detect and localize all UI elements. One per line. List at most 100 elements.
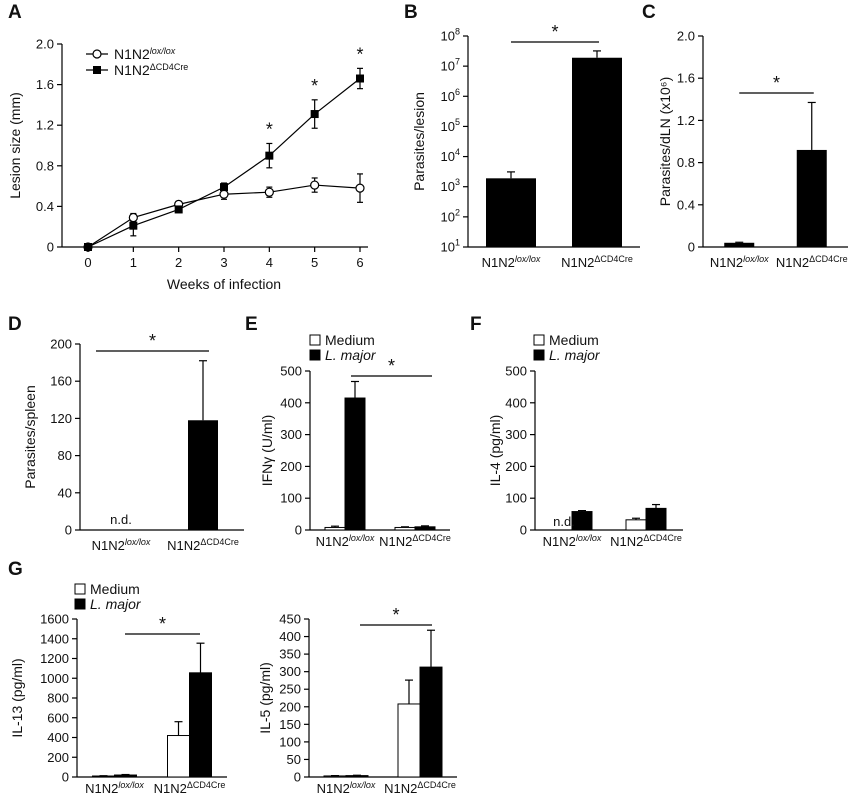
panel-a-x-tick-label: 5 bbox=[311, 255, 318, 270]
panel-c-bar bbox=[724, 242, 755, 247]
panel-e-y-tick-label: 0 bbox=[295, 523, 302, 538]
panel-d-y-tick-label: 120 bbox=[50, 411, 72, 426]
panel-f-y-label: IL-4 (pg/ml) bbox=[487, 415, 503, 487]
panel-c-category-label: N1N2lox/lox bbox=[710, 254, 769, 270]
panel-g1-y-tick-label: 1200 bbox=[40, 651, 69, 666]
panel-b-y-tick-label: 103 bbox=[441, 177, 460, 194]
panel-e-category-label: N1N2ΔCD4Cre bbox=[379, 533, 451, 549]
panel-g2-y-label: IL-5 (pg/ml) bbox=[257, 662, 273, 734]
panel-e-bar bbox=[324, 526, 346, 531]
panel-a-point-circle bbox=[310, 180, 320, 190]
panel-g2-y-tick-label: 200 bbox=[279, 699, 301, 714]
panel-a-y-tick-label: 1.2 bbox=[36, 118, 54, 133]
panel-f-bar bbox=[645, 507, 667, 531]
panel-e-y-tick-label: 400 bbox=[280, 395, 302, 410]
panel-e-y-tick-label: 500 bbox=[280, 364, 302, 379]
panel-g1-y-tick-label: 600 bbox=[47, 710, 69, 725]
panel-g2-y-tick-label: 400 bbox=[279, 629, 301, 644]
panel-e-y-label: IFNγ (U/ml) bbox=[259, 415, 275, 487]
panel-e-y-tick-label: 100 bbox=[280, 491, 302, 506]
panel-a-legend-marker bbox=[93, 66, 101, 74]
panel-c-y-tick-label: 0.8 bbox=[677, 155, 695, 170]
panel-g2-category-label: N1N2lox/lox bbox=[317, 780, 376, 796]
panel-g2-bar bbox=[419, 666, 443, 778]
panel-g1-bar bbox=[189, 672, 212, 778]
panel-a-point-square bbox=[310, 110, 319, 119]
panel-f-nd-label: n.d. bbox=[553, 514, 575, 529]
panel-f-legend-label: Medium bbox=[549, 332, 599, 348]
panel-d-y-label: Parasites/spleen bbox=[22, 385, 38, 489]
panel-e-bar bbox=[414, 526, 436, 531]
panel-a-point-circle bbox=[219, 189, 229, 199]
panel-g2-category-label: N1N2ΔCD4Cre bbox=[384, 780, 456, 796]
panel-a-y-tick-label: 0.8 bbox=[36, 158, 54, 173]
panel-a-point-square bbox=[84, 243, 92, 251]
panel-g1-significance-star: * bbox=[159, 614, 166, 634]
panel-g1-y-tick-label: 200 bbox=[47, 750, 69, 765]
panel-c-bar bbox=[796, 149, 827, 247]
panel-f-y-tick-label: 300 bbox=[505, 427, 527, 442]
panel-c-y-tick-label: 0.4 bbox=[677, 197, 695, 212]
panel-a-x-tick-label: 4 bbox=[266, 255, 273, 270]
panel-a-point-circle bbox=[264, 187, 274, 197]
panel-g1-y-tick-label: 0 bbox=[62, 770, 69, 785]
panel-g1-panel-letter: G bbox=[8, 559, 23, 580]
panel-a-point-square bbox=[220, 183, 228, 192]
panel-a-x-label: Weeks of infection bbox=[167, 276, 281, 292]
panel-a-y-label: Lesion size (mm) bbox=[7, 92, 23, 199]
panel-c-category-label: N1N2ΔCD4Cre bbox=[776, 254, 848, 270]
panel-f-legend-label: L. major bbox=[549, 347, 601, 363]
panel-f-y-tick-label: 100 bbox=[505, 491, 527, 506]
panel-c-y-tick-label: 2.0 bbox=[677, 29, 695, 44]
panel-d-y-tick-label: 80 bbox=[58, 448, 72, 463]
panel-b-y-tick-label: 107 bbox=[441, 57, 460, 74]
panel-d-y-tick-label: 200 bbox=[50, 337, 72, 352]
panel-g2-y-tick-label: 150 bbox=[279, 717, 301, 732]
panel-b-y-tick-label: 102 bbox=[441, 207, 460, 224]
panel-a-legend-label: N1N2lox/lox bbox=[114, 46, 176, 62]
panel-b-significance-star: * bbox=[551, 22, 558, 42]
panel-d-panel-letter: D bbox=[8, 314, 22, 335]
panel-g2-y-tick-label: 350 bbox=[279, 647, 301, 662]
panel-e-legend-label: Medium bbox=[325, 332, 375, 348]
panel-e-bar bbox=[394, 526, 416, 531]
panel-b-y-tick-label: 104 bbox=[441, 147, 460, 164]
panel-g2-significance-star: * bbox=[392, 605, 399, 625]
panel-a-legend-marker bbox=[92, 49, 102, 59]
panel-e-y-tick-label: 200 bbox=[280, 459, 302, 474]
panel-g1-bar bbox=[114, 774, 137, 778]
panel-b-y-label: Parasites/lesion bbox=[411, 92, 427, 191]
panel-e-legend-swatch bbox=[309, 349, 321, 361]
panel-d-category-label: N1N2ΔCD4Cre bbox=[167, 537, 239, 553]
panel-g1-y-tick-label: 1600 bbox=[40, 612, 69, 627]
panel-g1-legend-swatch bbox=[74, 598, 86, 610]
panel-b-panel-letter: B bbox=[404, 2, 418, 23]
panel-a-y-tick-label: 0 bbox=[47, 240, 54, 255]
panel-g2-y-tick-label: 300 bbox=[279, 664, 301, 679]
panel-b-bar bbox=[572, 57, 622, 247]
panel-g2-y-tick-label: 250 bbox=[279, 682, 301, 697]
panel-g1-y-label: IL-13 (pg/ml) bbox=[9, 658, 25, 737]
panel-a-series-line bbox=[87, 78, 361, 248]
panel-e-category-label: N1N2lox/lox bbox=[316, 533, 375, 549]
panel-d-y-tick-label: 40 bbox=[58, 485, 72, 500]
panel-g1-y-tick-label: 1000 bbox=[40, 671, 69, 686]
panel-e-significance-star: * bbox=[388, 356, 395, 376]
panel-g2-y-tick-label: 50 bbox=[287, 752, 301, 767]
panel-a-x-tick-label: 1 bbox=[130, 255, 137, 270]
panel-a-point-square bbox=[174, 205, 183, 214]
panel-b-category-label: N1N2ΔCD4Cre bbox=[561, 254, 633, 270]
panel-c-panel-letter: C bbox=[642, 2, 656, 23]
panel-g2-bar bbox=[397, 703, 421, 778]
panel-b-y-tick-label: 101 bbox=[441, 238, 460, 255]
panel-f-legend-swatch bbox=[533, 334, 545, 346]
panel-a-significance-star: * bbox=[311, 76, 318, 96]
panel-a-y-tick-label: 0.4 bbox=[36, 199, 54, 214]
panel-f-y-tick-label: 400 bbox=[505, 395, 527, 410]
panel-g1-legend-label: L. major bbox=[90, 596, 142, 612]
panel-a-point-circle bbox=[128, 212, 138, 223]
panel-a-x-tick-label: 0 bbox=[84, 255, 91, 270]
panel-e-legend-label: L. major bbox=[325, 347, 377, 363]
panel-e-y-tick-label: 300 bbox=[280, 427, 302, 442]
panel-b-y-tick-label: 108 bbox=[441, 27, 460, 44]
